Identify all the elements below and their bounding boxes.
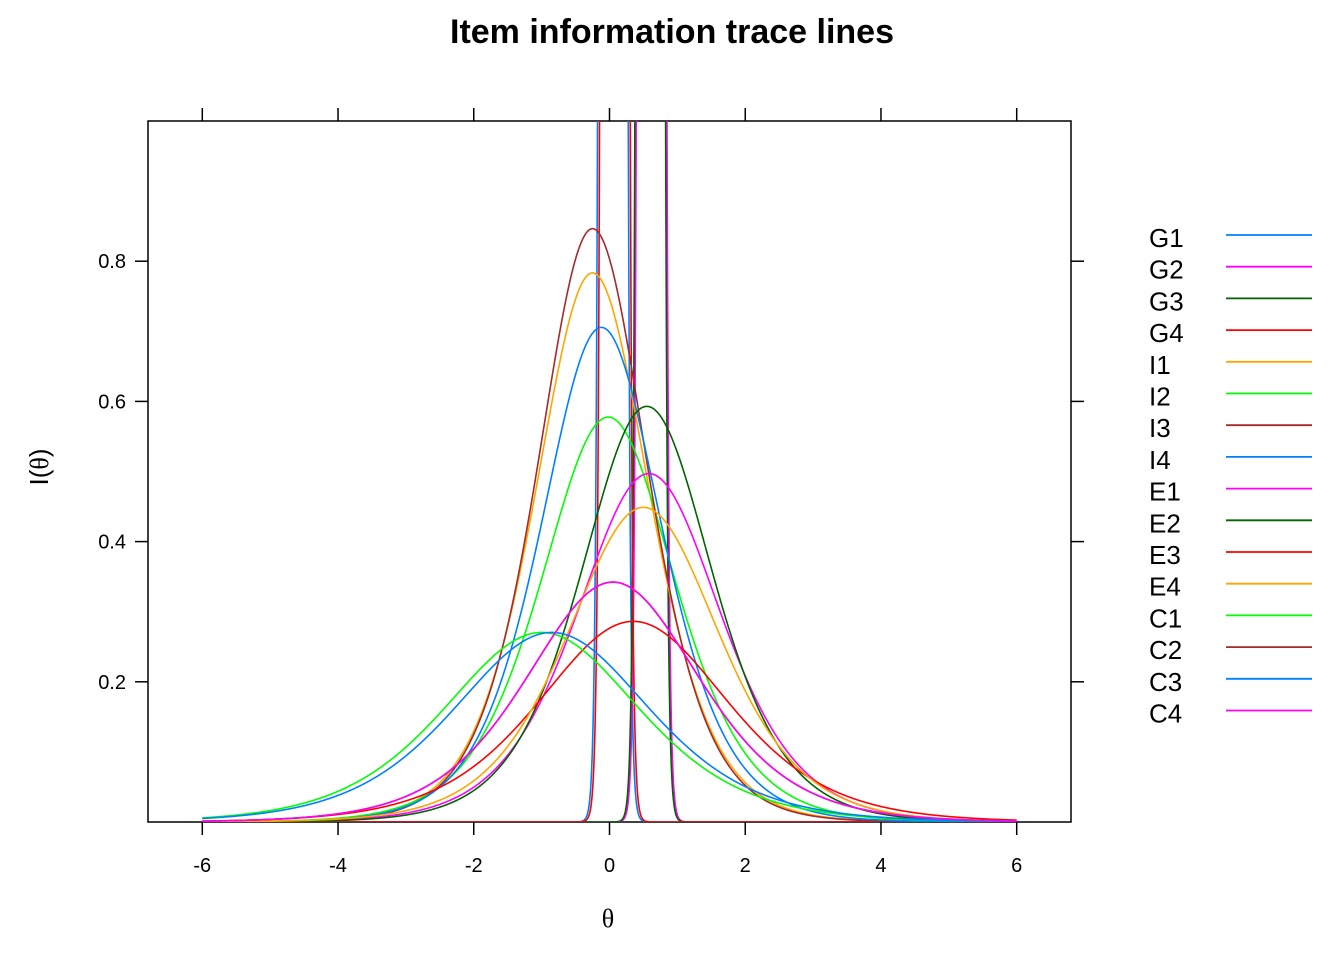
legend-label: I2 [1149,382,1171,412]
legend-label: E3 [1149,540,1181,570]
legend-label: I3 [1149,413,1171,443]
y-axis-label-prefix: I( [24,469,54,485]
x-tick-label: -4 [329,855,347,877]
legend-label: G4 [1149,318,1184,348]
series-line-i4 [202,326,1017,822]
x-tick-label: 0 [604,855,615,877]
y-tick-label: 0.6 [98,391,126,413]
legend-label: E4 [1149,572,1181,602]
y-tick-label: 0.2 [98,672,126,694]
series-line-e4 [202,506,1017,822]
series-line-i2 [202,416,1017,822]
y-axis-label-suffix: ) [24,448,54,457]
x-axis-label: θ [602,904,614,933]
series-line-c3 [202,631,1017,822]
y-tick-label: 0.4 [98,532,126,554]
legend-label: G1 [1149,223,1184,253]
x-tick-label: -2 [465,855,483,877]
series-line-c1 [202,631,1017,822]
legend-label: G3 [1149,286,1184,316]
y-tick-label: 0.8 [98,251,126,273]
legend-label: C3 [1149,667,1182,697]
plot-area: -6 -4 -2 0 2 4 6 0.2 0.4 0.6 0.8 [98,108,1084,877]
series-line-g1 [202,121,1017,822]
legend-label: I4 [1149,445,1171,475]
series-line-g3 [202,121,1017,822]
chart-title: Item information trace lines [450,13,894,51]
x-tick-label: 2 [740,855,751,877]
series-line-g2 [202,121,1017,822]
series-lines [202,121,1017,822]
legend-label: C4 [1149,699,1182,729]
series-line-c4 [202,581,1017,822]
legend-label: C2 [1149,635,1182,665]
series-line-g4 [202,121,1017,822]
series-line-c2 [202,581,1017,822]
legend-label: G2 [1149,255,1184,285]
series-line-i1 [202,272,1017,822]
axis-ticks: -6 -4 -2 0 2 4 6 0.2 0.4 0.6 0.8 [98,108,1084,877]
legend-label: E1 [1149,477,1181,507]
x-tick-label: -6 [193,855,211,877]
series-line-e2 [202,405,1017,822]
x-tick-label: 4 [875,855,886,877]
legend-label: C1 [1149,603,1182,633]
legend-label: I1 [1149,350,1171,380]
legend-label: E2 [1149,508,1181,538]
y-axis-label: I(θ) [24,448,54,485]
series-line-e3 [202,620,1017,822]
x-tick-label: 6 [1011,855,1022,877]
y-axis-label-symbol: θ [25,457,54,469]
series-line-e1 [202,472,1017,822]
